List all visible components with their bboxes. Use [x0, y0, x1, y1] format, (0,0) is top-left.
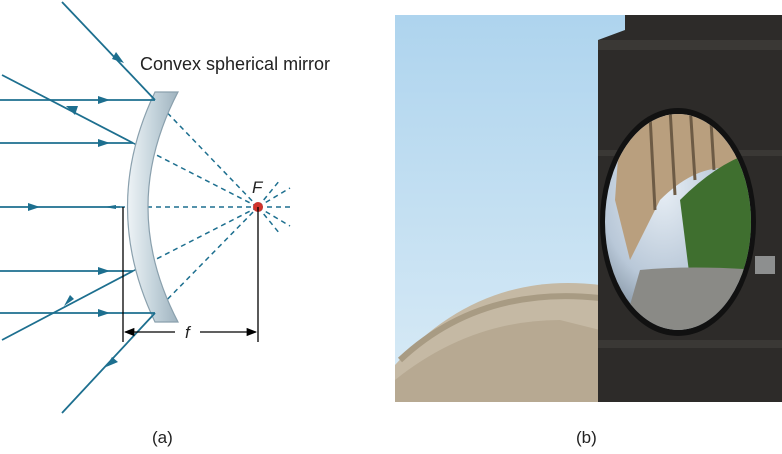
diagram-title: Convex spherical mirror — [140, 54, 330, 74]
caption-b: (b) — [576, 428, 597, 447]
focal-point-label: F — [252, 178, 264, 197]
caption-a: (a) — [152, 428, 173, 447]
convex-mirror-photo — [395, 15, 782, 402]
focal-length-dimension — [122, 207, 259, 342]
reflected-arrowheads — [64, 52, 124, 367]
incident-arrowheads — [28, 96, 110, 317]
convex-mirror-shape — [126, 91, 179, 323]
focal-length-label: f — [185, 323, 192, 342]
incident-rays — [0, 99, 155, 314]
